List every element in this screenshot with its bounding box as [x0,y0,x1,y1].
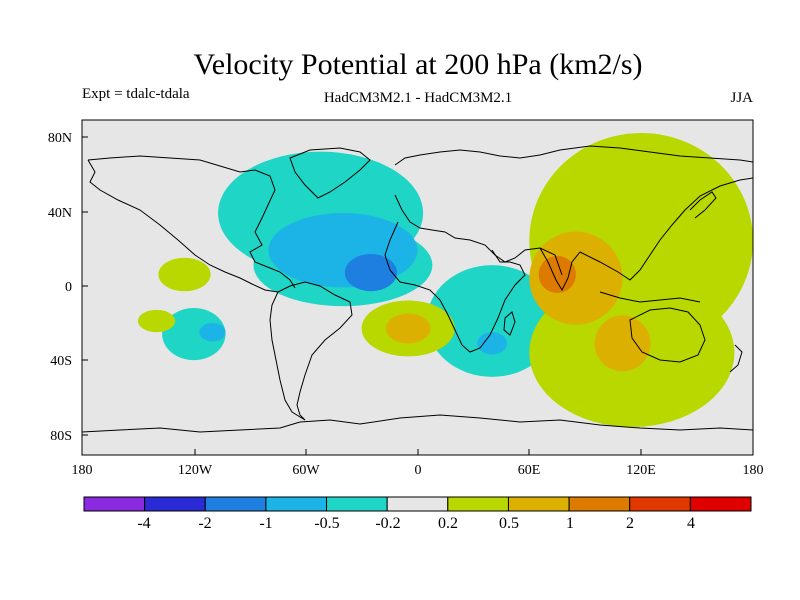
coastline-north-america [87,155,296,289]
colorbar-labels: -4 -2 -1 -0.5 -0.2 0.2 0.5 1 2 4 [137,515,695,532]
coastline-greenland [289,147,371,199]
colorbar-label-0-5: 0.5 [499,515,519,532]
y-axis: 80N 40N 0 40S 80S [48,131,88,444]
coastline-indonesia [599,291,701,303]
coastline-africa [384,221,526,353]
x-tick-label-180e: 180 [743,463,764,478]
x-tick-label-180w: 180 [72,463,93,478]
coastline-india [539,247,581,292]
y-tick-label-40s: 40S [50,354,72,369]
coastline-south-america [277,281,353,421]
colorbar-box-3 [265,496,328,512]
coastline-madagascar [503,311,516,336]
colorbar-label-2: 2 [626,515,634,532]
y-tick-label-80n: 80N [48,131,72,146]
colorbar-box-8 [568,496,631,512]
contour-region-18 [538,255,576,294]
contour-region-3 [162,307,226,361]
coastline-south-america-west [269,291,306,421]
contour-region-6 [477,332,507,355]
coastline-europe-south [394,194,563,276]
colorbar-box-7 [507,496,570,512]
contour-region-15 [529,231,623,325]
x-tick-label-60w: 60W [292,463,320,478]
coastline-europe [394,145,753,166]
x-tick-label-120e: 120E [626,463,656,478]
colorbar-label-0-2: 0.2 [438,515,458,532]
colorbar-box-6 [447,496,509,512]
colorbar-boxes [83,496,752,512]
coastline-new-zealand [729,344,743,373]
contour-region-12 [158,257,211,292]
colorbar-label-neg2: -2 [198,515,211,532]
colorbar-box-0 [83,496,146,512]
colorbar-box-2 [204,496,267,512]
x-tick-label-120w: 120W [178,463,213,478]
x-axis: 180 120W 60W 0 60E 120E 180 [72,449,764,478]
colorbar-box-5 [386,496,449,512]
coastline-alaska-west [87,159,279,293]
coastline-east-asia [579,177,753,281]
contour-region-9 [344,254,397,292]
y-tick-label-40n: 40N [48,206,72,221]
y-tick-label-80s: 80S [50,429,72,444]
colorbar-box-10 [689,496,752,512]
colorbar-box-4 [326,496,388,512]
colorbar-label-neg4: -4 [137,515,150,532]
coastline-japan [689,191,717,219]
contour-region-2 [426,265,558,377]
colorbar-label-neg1: -1 [259,515,272,532]
coastlines [82,145,753,433]
season-label: JJA [730,90,753,106]
map-plot-area: 180 120W 60W 0 60E 120E 180 80N 40N 0 40… [48,119,764,478]
colorbar-label-neg0-2: -0.2 [375,515,400,532]
coastline-australia [629,307,706,363]
colorbar: -4 -2 -1 -0.5 -0.2 0.2 0.5 1 2 4 [83,496,752,532]
contour-regions [137,133,753,428]
model-label: HadCM3M2.1 - HadCM3M2.1 [324,90,512,106]
colorbar-box-1 [144,496,206,512]
x-tick-label-0: 0 [415,463,422,478]
experiment-label: Expt = tdalc-tdala [82,86,190,102]
contour-region-13 [137,309,176,333]
x-tick-label-60e: 60E [518,463,541,478]
colorbar-label-4: 4 [687,515,695,532]
y-tick-label-0: 0 [65,280,72,295]
colorbar-box-9 [629,496,691,512]
coastline-antarctica [82,414,753,433]
colorbar-label-neg0-5: -0.5 [314,515,339,532]
colorbar-label-1: 1 [566,515,574,532]
contour-region-7 [199,322,226,342]
contour-region-17 [385,313,431,344]
contour-region-16 [594,315,651,372]
chart-title: Velocity Potential at 200 hPa (km2/s) [193,48,642,81]
